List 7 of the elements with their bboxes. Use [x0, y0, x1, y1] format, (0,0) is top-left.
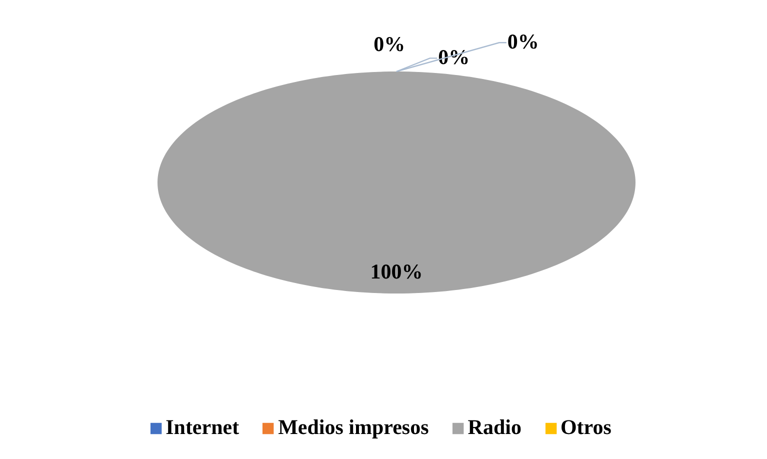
text: 0% — [507, 30, 539, 54]
legend-label: Internet — [166, 415, 240, 440]
legend-label: Medios impresos — [278, 415, 429, 440]
legend-label: Otros — [560, 415, 612, 440]
legend-label: Radio — [468, 415, 522, 440]
text: 0% — [374, 32, 406, 56]
data-label: 100% — [370, 259, 423, 284]
